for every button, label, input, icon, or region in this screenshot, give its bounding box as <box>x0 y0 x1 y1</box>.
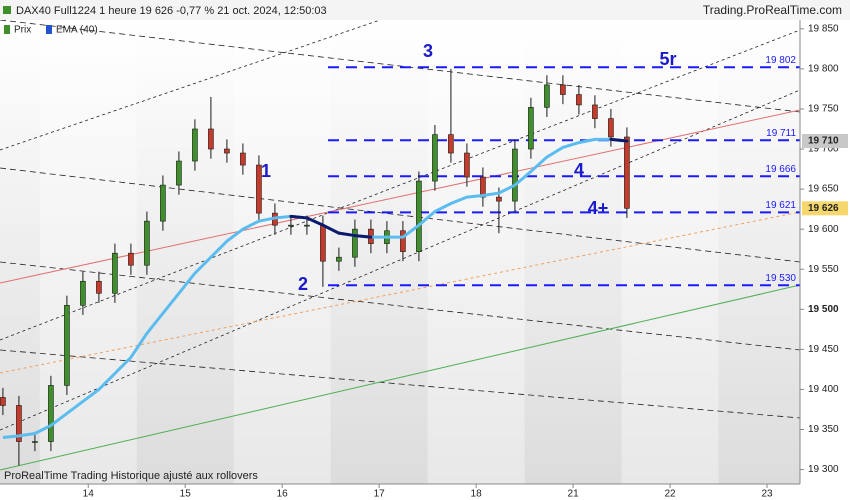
x-tick-label: 14 <box>83 489 95 500</box>
x-tick-label: 17 <box>374 489 386 500</box>
candle-body <box>224 148 230 154</box>
candle-body <box>416 180 422 252</box>
wave-label: 5r <box>659 49 676 69</box>
candle-body <box>160 184 166 222</box>
day-band <box>39 20 137 484</box>
candle-body <box>336 256 342 262</box>
candle-body <box>544 84 550 108</box>
y-tick-label: 19 350 <box>808 424 839 435</box>
day-band <box>621 20 719 484</box>
x-tick-label: 23 <box>761 489 773 500</box>
footer: ProRealTime Trading Historique ajusté au… <box>4 470 258 482</box>
wave-label: 2 <box>298 274 308 294</box>
wave-label: 4 <box>574 160 584 180</box>
x-tick-label: 15 <box>180 489 192 500</box>
level-label: 19 802 <box>765 55 796 66</box>
candle-body <box>288 224 294 227</box>
y-tick-label: 19 800 <box>808 64 839 75</box>
x-tick-label: 22 <box>664 489 676 500</box>
candle-body <box>528 107 534 150</box>
level-label: 19 530 <box>765 273 796 284</box>
candle-body <box>320 224 326 262</box>
x-tick-label: 16 <box>277 489 289 500</box>
day-band <box>427 20 525 484</box>
candle-body <box>192 128 198 162</box>
candle-body <box>448 134 454 154</box>
y-tick-label: 19 850 <box>808 23 839 34</box>
header-bg <box>0 0 850 20</box>
candle-body <box>592 104 598 119</box>
candle-body <box>560 84 566 95</box>
y-tick-label: 19 700 <box>808 144 839 155</box>
legend-swatch <box>4 25 10 34</box>
candle-body <box>608 118 614 138</box>
wave-label: 4+ <box>588 198 609 218</box>
source: Trading.ProRealTime.com <box>703 3 842 17</box>
level-label: 19 621 <box>765 200 796 211</box>
price-tag-label: 19 626 <box>808 203 839 214</box>
legend-swatch <box>46 25 52 34</box>
ema-falling <box>609 137 629 143</box>
candle-body <box>80 280 86 306</box>
price-tag <box>802 134 848 149</box>
plot-bg <box>0 20 800 484</box>
chart-title: DAX40 Full1224 1 heure 19 626 -0,77 % 21… <box>16 5 327 17</box>
candle-body <box>176 160 182 186</box>
y-tick-label: 19 650 <box>808 184 839 195</box>
candle-body <box>512 148 518 202</box>
x-tick-label: 18 <box>471 489 483 500</box>
candle-body <box>432 134 438 182</box>
candle-body <box>112 252 118 294</box>
header-icon <box>3 6 11 14</box>
candle-body <box>208 128 214 150</box>
wave-label: 1 <box>261 161 271 181</box>
candle-body <box>480 176 486 198</box>
price-tag <box>802 201 848 216</box>
candle-body <box>0 397 6 406</box>
y-tick-label: 19 550 <box>808 264 839 275</box>
candle-body <box>624 136 630 209</box>
x-tick-label: 21 <box>568 489 580 500</box>
candle-body <box>496 196 502 202</box>
candle-body <box>128 252 134 266</box>
ema-falling <box>289 214 309 220</box>
ema-falling <box>305 216 325 227</box>
candle-body <box>32 441 38 443</box>
day-band <box>233 20 331 484</box>
y-tick-label: 19 600 <box>808 224 839 235</box>
y-tick-label: 19 500 <box>808 304 839 315</box>
wave-label: 3 <box>423 41 433 61</box>
candle-body <box>256 164 262 214</box>
ema-falling <box>321 223 341 235</box>
level-label: 19 711 <box>766 128 796 139</box>
candle-body <box>96 280 102 294</box>
legend-entry: Prix <box>14 25 31 36</box>
candle-body <box>400 230 406 252</box>
candle-body <box>16 405 22 442</box>
candle-body <box>352 228 358 258</box>
legend-entry: EMA (40) <box>56 25 98 36</box>
candle-body <box>576 94 582 106</box>
candle-body <box>304 224 310 227</box>
ema-falling <box>353 234 373 239</box>
candle-body <box>240 152 246 166</box>
y-tick-label: 19 750 <box>808 104 839 115</box>
level-label: 19 666 <box>765 164 796 175</box>
y-tick-label: 19 400 <box>808 384 839 395</box>
ema-falling <box>337 231 357 238</box>
candle-body <box>48 385 54 442</box>
candle-body <box>144 220 150 266</box>
y-tick-label: 19 450 <box>808 344 839 355</box>
candle-body <box>464 152 470 178</box>
candle-body <box>64 304 70 386</box>
price-tag-label: 19 710 <box>808 136 839 147</box>
y-tick-label: 19 300 <box>808 464 839 475</box>
